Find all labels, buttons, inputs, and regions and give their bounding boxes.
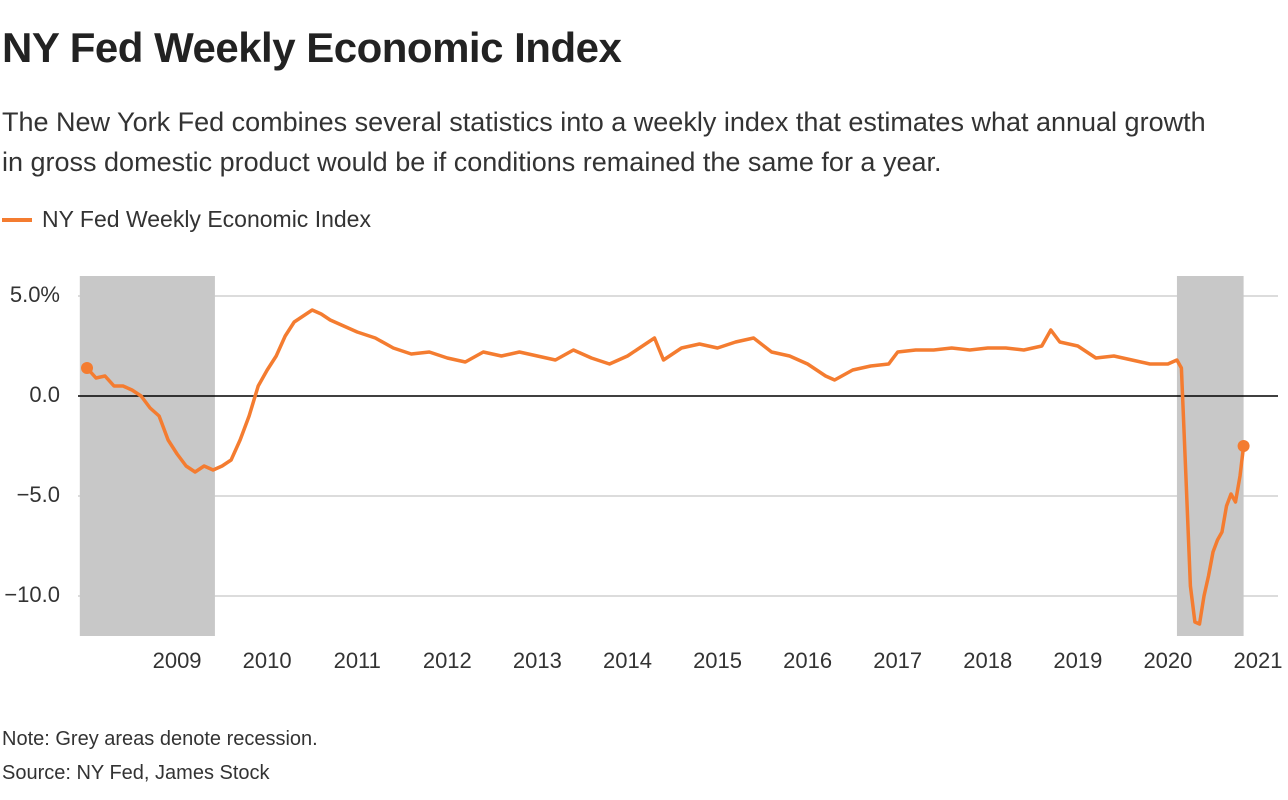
y-tick-label: −10.0 bbox=[4, 582, 60, 607]
x-tick-label: 2013 bbox=[513, 648, 562, 673]
x-tick-label: 2009 bbox=[153, 648, 202, 673]
x-tick-label: 2016 bbox=[783, 648, 832, 673]
x-tick-label: 2011 bbox=[334, 648, 381, 673]
legend-label: NY Fed Weekly Economic Index bbox=[42, 206, 371, 232]
x-tick-label: 2017 bbox=[873, 648, 922, 673]
legend-swatch bbox=[2, 217, 32, 222]
recession-band bbox=[1176, 276, 1244, 636]
x-tick-label: 2014 bbox=[603, 648, 652, 673]
legend: NY Fed Weekly Economic Index bbox=[2, 206, 371, 233]
chart: 5.0% 0.0 −5.0 −10.0 2009 2010 2011 2012 2013 2014… bbox=[4, 276, 1283, 673]
x-tick-label: 2012 bbox=[423, 648, 472, 673]
y-tick-label: 5.0% bbox=[10, 282, 60, 307]
chart-subtitle: The New York Fed combines several statis… bbox=[2, 107, 1206, 177]
y-tick-label: −5.0 bbox=[17, 482, 60, 507]
x-tick-label: 2020 bbox=[1143, 648, 1192, 673]
x-tick-label: 2015 bbox=[693, 648, 742, 673]
data-line bbox=[85, 308, 1246, 626]
x-tick-label: 2019 bbox=[1053, 648, 1102, 673]
x-tick-label: 2021 bbox=[1234, 648, 1283, 673]
end-point bbox=[81, 362, 94, 374]
x-tick-label: 2018 bbox=[963, 648, 1012, 673]
y-tick-label: 0.0 bbox=[29, 382, 60, 407]
end-point bbox=[1237, 440, 1250, 452]
note: Note: Grey areas denote recession. bbox=[2, 728, 318, 750]
x-tick-label: 2010 bbox=[243, 648, 292, 673]
recession-band bbox=[79, 276, 215, 636]
source: Source: NY Fed, James Stock bbox=[2, 762, 270, 784]
chart-title: NY Fed Weekly Economic Index bbox=[2, 24, 622, 71]
